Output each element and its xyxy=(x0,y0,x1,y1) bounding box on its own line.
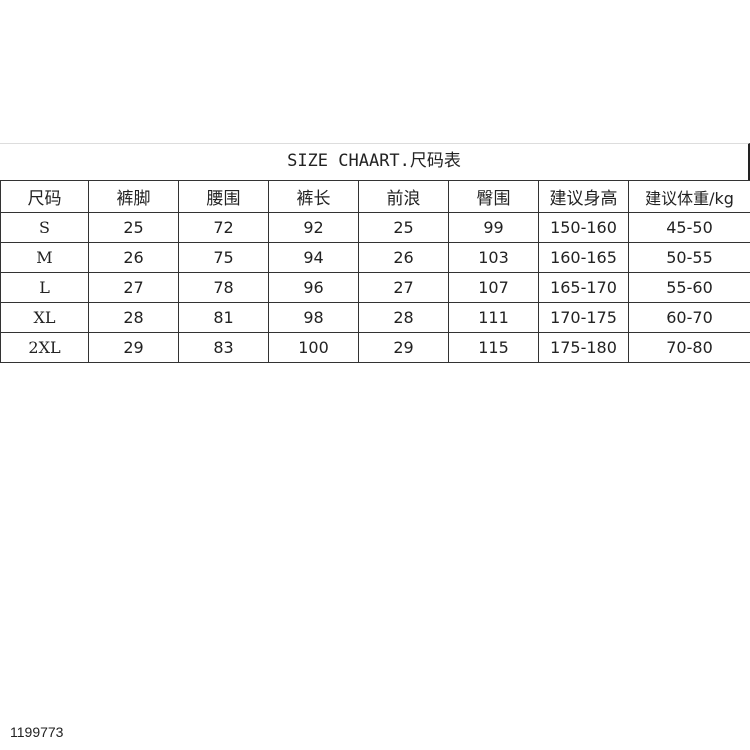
table-row: XL 28 81 98 28 111 170-175 60-70 xyxy=(0,302,750,333)
table-cell: 72 xyxy=(178,212,269,243)
table-row: L 27 78 96 27 107 165-170 55-60 xyxy=(0,272,750,303)
table-cell: 28 xyxy=(88,302,179,333)
table-cell: 55-60 xyxy=(628,272,750,303)
column-header: 建议体重/kg xyxy=(628,180,750,213)
table-cell: 160-165 xyxy=(538,242,629,273)
size-cell: S xyxy=(0,212,89,243)
table-cell: 96 xyxy=(268,272,359,303)
column-header: 腰围 xyxy=(178,180,269,213)
column-header: 裤长 xyxy=(268,180,359,213)
table-cell: 83 xyxy=(178,332,269,363)
table-cell: 29 xyxy=(88,332,179,363)
header-row: 尺码 裤脚 腰围 裤长 前浪 臀围 建议身高 建议体重/kg xyxy=(0,180,750,213)
column-header: 前浪 xyxy=(358,180,449,213)
table-cell: 78 xyxy=(178,272,269,303)
table-cell: 99 xyxy=(448,212,539,243)
table-cell: 29 xyxy=(358,332,449,363)
table-cell: 170-175 xyxy=(538,302,629,333)
table-cell: 165-170 xyxy=(538,272,629,303)
table-cell: 92 xyxy=(268,212,359,243)
table-cell: 98 xyxy=(268,302,359,333)
table-cell: 175-180 xyxy=(538,332,629,363)
table-row: M 26 75 94 26 103 160-165 50-55 xyxy=(0,242,750,273)
table-cell: 60-70 xyxy=(628,302,750,333)
size-cell: XL xyxy=(0,302,89,333)
table-cell: 50-55 xyxy=(628,242,750,273)
image-id-label: 1199773 xyxy=(10,724,64,740)
table-row: 2XL 29 83 100 29 115 175-180 70-80 xyxy=(0,332,750,363)
table-cell: 25 xyxy=(358,212,449,243)
table-cell: 25 xyxy=(88,212,179,243)
column-header: 裤脚 xyxy=(88,180,179,213)
table-cell: 81 xyxy=(178,302,269,333)
table-cell: 70-80 xyxy=(628,332,750,363)
table-cell: 26 xyxy=(88,242,179,273)
table-cell: 111 xyxy=(448,302,539,333)
size-chart-table: 尺码 裤脚 腰围 裤长 前浪 臀围 建议身高 建议体重/kg S 25 72 92 25 99 150-1… xyxy=(0,180,750,363)
column-header: 尺码 xyxy=(0,180,89,213)
table-cell: 107 xyxy=(448,272,539,303)
table-row: S 25 72 92 25 99 150-160 45-50 xyxy=(0,212,750,243)
table-cell: 94 xyxy=(268,242,359,273)
size-cell: M xyxy=(0,242,89,273)
column-header: 臀围 xyxy=(448,180,539,213)
table-cell: 26 xyxy=(358,242,449,273)
table-cell: 100 xyxy=(268,332,359,363)
table-cell: 115 xyxy=(448,332,539,363)
table-cell: 27 xyxy=(358,272,449,303)
table-cell: 103 xyxy=(448,242,539,273)
table-cell: 28 xyxy=(358,302,449,333)
table-cell: 150-160 xyxy=(538,212,629,243)
size-cell: L xyxy=(0,272,89,303)
table-cell: 45-50 xyxy=(628,212,750,243)
size-cell: 2XL xyxy=(0,332,89,363)
table-cell: 75 xyxy=(178,242,269,273)
column-header: 建议身高 xyxy=(538,180,629,213)
table-cell: 27 xyxy=(88,272,179,303)
size-chart-title: SIZE CHAART.尺码表 xyxy=(0,143,750,180)
